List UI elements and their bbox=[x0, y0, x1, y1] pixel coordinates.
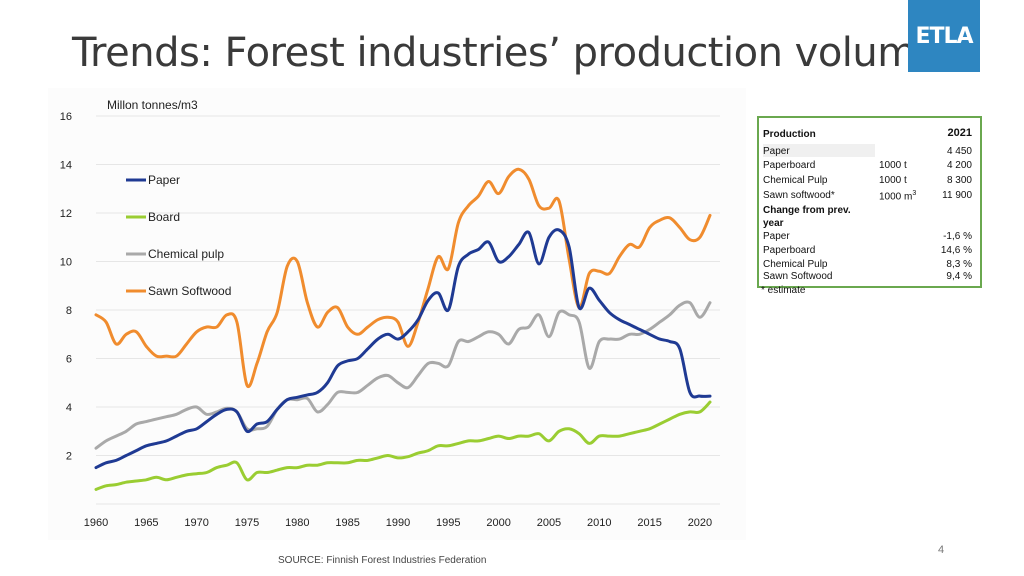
x-tick-label: 2010 bbox=[587, 517, 611, 529]
line-chart: 2 4 6 8 10 12 14 16 1960 1965 1970 1975 1980 1985 1990… bbox=[60, 98, 720, 529]
row-unit: 1000 t bbox=[879, 175, 907, 186]
axis-labels: 2 4 6 8 10 12 14 16 1960 1965 1970 1975 1980 1985 1990… bbox=[60, 111, 712, 529]
x-tick-label: 1985 bbox=[335, 517, 359, 529]
change-value: 14,6 % bbox=[940, 245, 972, 256]
production-table: Production 2021 Paper 4 450 Paperboard 1… bbox=[757, 116, 982, 288]
row-shade bbox=[763, 144, 875, 157]
row-value: 8 300 bbox=[946, 175, 972, 186]
change-label: Paperboard bbox=[763, 245, 816, 256]
source-note: SOURCE: Finnish Forest Industries Federa… bbox=[278, 555, 487, 566]
x-tick-label: 1980 bbox=[285, 517, 309, 529]
row-unit: 1000 t bbox=[879, 160, 907, 171]
table-footnote: * estimate bbox=[761, 285, 806, 296]
change-heading-line2: year bbox=[763, 218, 784, 229]
x-tick-label: 2005 bbox=[537, 517, 561, 529]
table-header-label: Production bbox=[763, 129, 816, 140]
x-tick-label: 1975 bbox=[235, 517, 259, 529]
x-tick-label: 2015 bbox=[637, 517, 661, 529]
x-tick-label: 1970 bbox=[184, 517, 208, 529]
change-label: Sawn Softwood bbox=[763, 271, 833, 282]
y-tick-label: 16 bbox=[60, 111, 72, 123]
x-tick-label: 2020 bbox=[688, 517, 712, 529]
row-value: 11 900 bbox=[942, 190, 972, 201]
table-row: Paper 4 450 bbox=[763, 146, 976, 159]
y-tick-label: 4 bbox=[66, 402, 72, 414]
row-value: 4 450 bbox=[946, 146, 972, 157]
table-row: Chemical Pulp 1000 t 8 300 bbox=[763, 175, 976, 188]
x-tick-label: 1960 bbox=[84, 517, 108, 529]
row-unit: 1000 m3 bbox=[879, 190, 916, 202]
legend-label: Chemical pulp bbox=[148, 247, 224, 261]
row-value: 4 200 bbox=[946, 160, 972, 171]
table-row: Paperboard 1000 t 4 200 bbox=[763, 160, 976, 173]
unit-label: Millon tonnes/m3 bbox=[107, 98, 198, 112]
table-header-year: 2021 bbox=[947, 127, 972, 139]
row-unit-text: 1000 m bbox=[879, 191, 913, 203]
change-label: Chemical Pulp bbox=[763, 259, 828, 270]
y-tick-label: 2 bbox=[66, 451, 72, 463]
y-tick-label: 6 bbox=[66, 354, 72, 366]
page-number: 4 bbox=[938, 544, 945, 556]
change-heading-line1: Change from prev. bbox=[763, 205, 851, 216]
grid bbox=[96, 115, 720, 505]
row-label: Chemical Pulp bbox=[763, 175, 828, 186]
y-tick-label: 8 bbox=[66, 305, 72, 317]
series-line-board bbox=[94, 400, 712, 491]
x-tick-label: 1965 bbox=[134, 517, 158, 529]
change-heading: year bbox=[763, 218, 976, 231]
change-row: Paper -1,6 % bbox=[763, 231, 976, 244]
legend: Paper Board Chemical pulp Sawn Softwood bbox=[126, 173, 231, 298]
row-unit-sup: 3 bbox=[912, 190, 917, 197]
y-tick-label: 12 bbox=[60, 208, 72, 220]
change-value: 9,4 % bbox=[946, 271, 972, 282]
series-lines bbox=[94, 167, 712, 491]
legend-label: Paper bbox=[148, 173, 180, 187]
table-header-row: Production 2021 bbox=[763, 127, 976, 142]
change-value: 8,3 % bbox=[946, 259, 972, 270]
y-tick-label: 14 bbox=[60, 160, 72, 172]
x-tick-label: 1995 bbox=[436, 517, 460, 529]
row-label: Paperboard bbox=[763, 160, 816, 171]
change-row: Paperboard 14,6 % bbox=[763, 245, 976, 258]
row-label: Sawn softwood* bbox=[763, 190, 835, 201]
y-tick-label: 10 bbox=[60, 257, 72, 269]
change-value: -1,6 % bbox=[943, 231, 972, 242]
series-line-sawn-softwood bbox=[94, 167, 712, 389]
legend-label: Board bbox=[148, 210, 180, 224]
legend-label: Sawn Softwood bbox=[148, 284, 231, 298]
x-tick-label: 1990 bbox=[386, 517, 410, 529]
etla-logo: ETLA bbox=[908, 0, 980, 72]
series-line-chemical-pulp bbox=[94, 300, 712, 450]
change-heading: Change from prev. bbox=[763, 205, 976, 218]
change-row: Chemical Pulp 8,3 % bbox=[763, 259, 976, 272]
table-row: Sawn softwood* 1000 m3 11 900 bbox=[763, 190, 976, 203]
change-label: Paper bbox=[763, 231, 790, 242]
series-line-paper bbox=[94, 228, 712, 470]
x-tick-label: 2000 bbox=[486, 517, 510, 529]
row-label: Paper bbox=[763, 146, 790, 157]
chart-panel: 2 4 6 8 10 12 14 16 1960 1965 1970 1975 1980 1985 1990… bbox=[48, 88, 746, 540]
change-row: Sawn Softwood 9,4 % bbox=[763, 271, 976, 284]
slide-title: Trends: Forest industries’ production vo… bbox=[72, 30, 961, 76]
